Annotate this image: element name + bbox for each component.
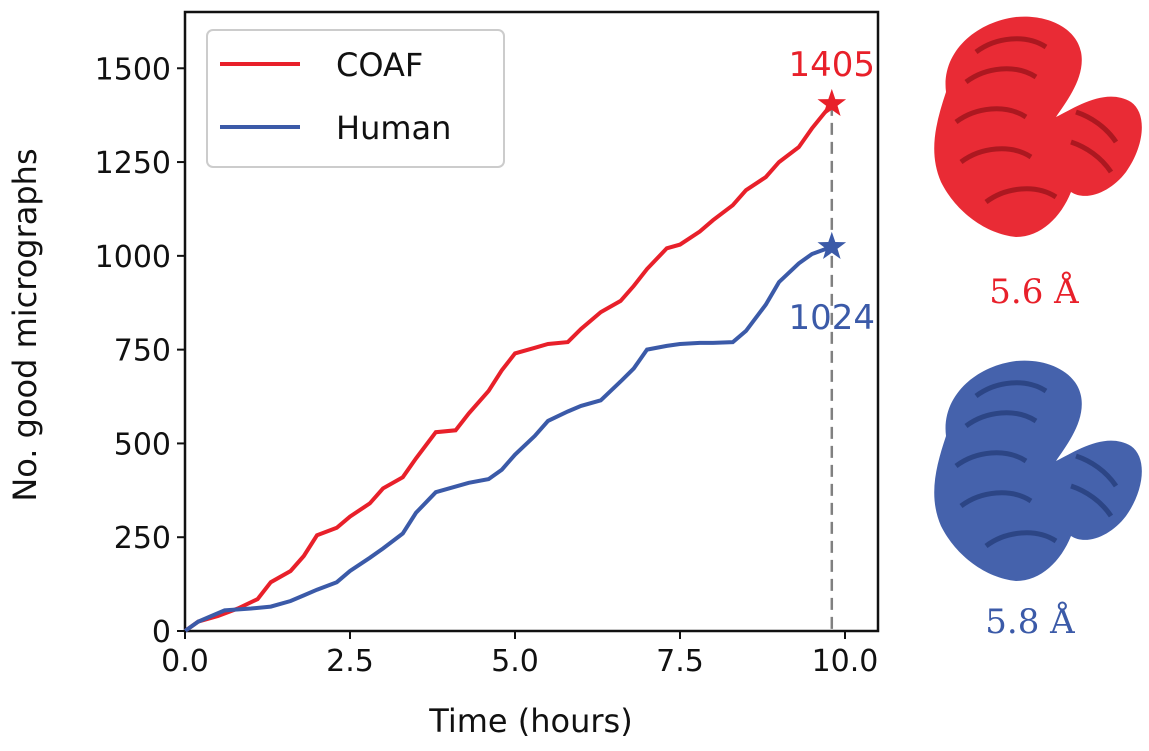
x-tick-label: 0.0 [161, 644, 209, 679]
series-line-coaf [183, 102, 834, 633]
y-axis-title: No. good micrographs [6, 148, 44, 501]
x-axis-ticks: 0.0 2.5 5.0 7.5 10.0 [161, 631, 878, 679]
end-star-marker-human [817, 231, 847, 259]
density-map-human-shape [934, 360, 1142, 581]
x-tick-label: 5.0 [491, 644, 539, 679]
density-map-coaf [934, 16, 1142, 237]
density-map-coaf-shape [934, 16, 1142, 237]
plot-frame [183, 10, 880, 633]
x-axis-title: Time (hours) [428, 702, 632, 740]
legend-label-coaf: COAF [336, 46, 423, 84]
y-tick-label: 1500 [95, 52, 171, 87]
end-value-label-human: 1024 [789, 298, 876, 338]
y-tick-label: 500 [114, 427, 171, 462]
density-map-human [934, 360, 1142, 581]
end-value-label-coaf: 1405 [789, 45, 876, 85]
resolution-label-human: 5.8 Å [985, 601, 1075, 642]
end-star-marker-coaf [817, 88, 847, 116]
y-tick-label: 0 [152, 615, 171, 650]
x-tick-label: 7.5 [656, 644, 704, 679]
x-tick-label: 10.0 [812, 644, 879, 679]
x-tick-label: 2.5 [326, 644, 374, 679]
series-line-human [183, 244, 833, 633]
y-tick-label: 1000 [95, 240, 171, 275]
legend: COAF Human [206, 29, 505, 168]
y-tick-label: 250 [114, 521, 171, 556]
resolution-label-coaf: 5.6 Å [989, 271, 1079, 312]
legend-label-human: Human [336, 109, 451, 147]
y-tick-label: 750 [114, 334, 171, 369]
y-tick-label: 1250 [95, 146, 171, 181]
y-axis-ticks: 0 250 500 750 1000 1250 1500 [95, 52, 185, 650]
